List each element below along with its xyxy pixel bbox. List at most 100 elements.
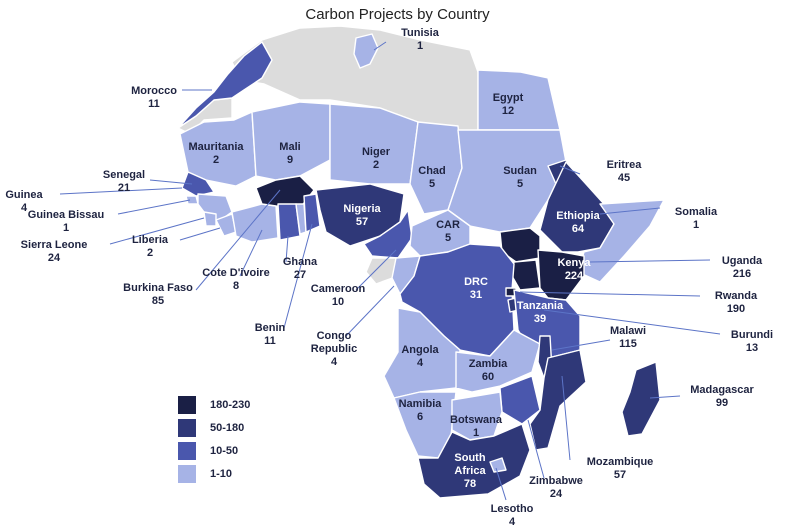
country-name: Senegal [103, 169, 145, 181]
country-label: Zimbabwe 24 [529, 475, 583, 500]
country-name: Burkina Faso [123, 282, 193, 294]
country-value: 21 [118, 182, 130, 194]
country-value: 4 [509, 516, 516, 528]
country-value: 1 [473, 427, 479, 439]
country-name: Cote D'ivoire [202, 267, 269, 279]
leader-line [495, 467, 507, 501]
region-sierra-leone [203, 211, 217, 227]
region-kenya [537, 249, 585, 301]
leader-line [195, 189, 281, 291]
country-value: 2 [373, 159, 379, 171]
leader-line [561, 375, 571, 461]
country-name: Tanzania [517, 300, 564, 312]
country-value: 224 [565, 270, 584, 282]
country-name: Eritrea [607, 159, 643, 171]
leader-line [109, 217, 205, 245]
country-name: Ghana [283, 256, 318, 268]
legend-item: 1-10 [178, 462, 250, 485]
country-value: 5 [517, 178, 523, 190]
leader-line [345, 285, 395, 337]
legend-swatch-0 [178, 395, 196, 414]
region-zambia [455, 329, 541, 393]
leader-line [559, 165, 581, 175]
country-label: Sudan 5 [503, 165, 537, 190]
country-value: 39 [534, 313, 546, 325]
country-label: DRC 31 [464, 276, 488, 301]
country-name: Chad [418, 165, 446, 177]
map-title: Carbon Projects by Country [305, 6, 490, 23]
country-label: Uganda 216 [722, 255, 763, 280]
country-label: Sierra Leone 24 [21, 239, 88, 264]
country-name: Angola [401, 344, 439, 356]
country-label: Cameroon 10 [311, 283, 366, 308]
country-name: Zambia [469, 358, 508, 370]
country-label: Namibia 6 [399, 398, 443, 423]
country-value: 78 [464, 478, 476, 490]
country-name: Cameroon [311, 283, 366, 295]
country-label: Kenya 224 [557, 257, 591, 282]
region-mozambique [529, 349, 587, 451]
country-label: Chad 5 [418, 165, 446, 190]
legend-label: 1-10 [210, 467, 233, 480]
country-name: Rwanda [715, 290, 758, 302]
country-value: 190 [727, 303, 745, 315]
country-value: 4 [21, 202, 28, 214]
legend-swatch-1 [178, 418, 196, 437]
country-name: Madagascar [690, 384, 754, 396]
country-name: Niger [362, 146, 391, 158]
country-name: Guinea Bissau [28, 209, 104, 221]
country-label: Zambia 60 [469, 358, 508, 383]
country-value: 2 [213, 154, 219, 166]
legend-swatch-3 [178, 464, 196, 483]
region-cameroon [363, 209, 413, 259]
country-value: 24 [550, 488, 563, 500]
country-name: Republic [311, 343, 357, 355]
country-value: 24 [48, 252, 61, 264]
region-gabon-region [365, 257, 399, 285]
region-niger [329, 103, 419, 185]
legend: 180-230 50-180 10-50 1-10 [178, 393, 250, 485]
region-morocco [177, 41, 273, 129]
country-name: Benin [255, 322, 286, 334]
country-name: Guinea [5, 189, 43, 201]
country-name: Botswana [450, 414, 503, 426]
leader-line [519, 291, 701, 297]
leader-line [527, 419, 545, 479]
country-name: Nigeria [343, 203, 381, 215]
country-label: Congo Republic 4 [311, 330, 357, 368]
country-label: Lesotho 4 [491, 503, 534, 528]
country-name: Namibia [399, 398, 443, 410]
country-value: 60 [482, 371, 494, 383]
country-value: 115 [619, 338, 637, 350]
country-label: Liberia 2 [132, 234, 169, 259]
country-value: 64 [572, 223, 585, 235]
country-value: 5 [445, 232, 451, 244]
region-south-africa [417, 423, 531, 499]
country-label: Madagascar 99 [690, 384, 754, 409]
country-label: Burkina Faso 85 [123, 282, 193, 307]
country-name: Zimbabwe [529, 475, 583, 487]
country-name: Egypt [493, 92, 524, 104]
country-label: South Africa 78 [454, 452, 486, 490]
country-value: 31 [470, 289, 482, 301]
country-name: Sudan [503, 165, 537, 177]
country-value: 11 [148, 98, 160, 110]
country-label: Morocco 11 [131, 85, 177, 110]
country-label: Senegal 21 [103, 169, 145, 194]
leader-line [117, 199, 191, 215]
country-name: CAR [436, 219, 460, 231]
leader-line [551, 339, 611, 351]
country-label: Angola 4 [401, 344, 439, 369]
country-value: 12 [502, 105, 514, 117]
country-label: Guinea Bissau 1 [28, 209, 104, 234]
leader-line [543, 309, 721, 335]
country-label: Nigeria 57 [343, 203, 381, 228]
country-label: Ethiopia 64 [556, 210, 600, 235]
country-label: Malawi 115 [610, 325, 646, 350]
country-name: Uganda [722, 255, 763, 267]
country-value: 8 [233, 280, 239, 292]
legend-item: 180-230 [178, 393, 250, 416]
country-name: Mozambique [587, 456, 654, 468]
country-name: Somalia [675, 206, 718, 218]
